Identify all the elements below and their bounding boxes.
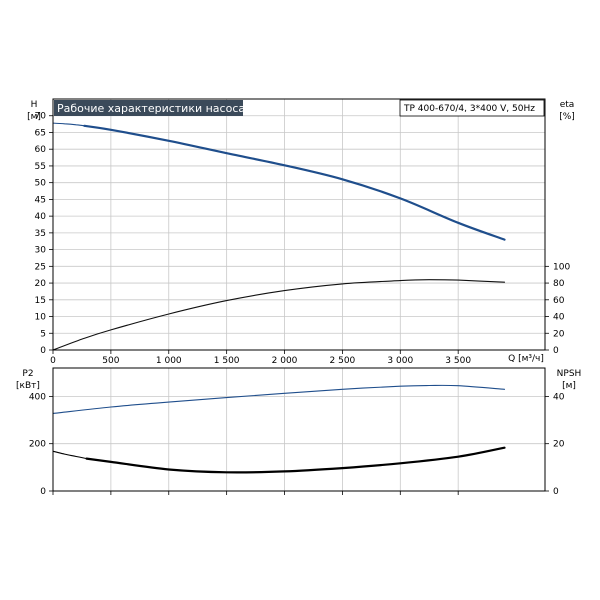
upper-left-tick-label: 60 bbox=[35, 145, 47, 155]
lower-left-tick-label: 400 bbox=[29, 392, 46, 402]
lower-series-1-thick-line bbox=[85, 446, 506, 474]
upper-left-tick-label: 45 bbox=[35, 195, 46, 205]
power-axis-label: P2 bbox=[22, 369, 33, 379]
head-axis-unit: [м] bbox=[27, 112, 41, 122]
upper-plot-frame bbox=[52, 98, 546, 351]
upper-left-tick-label: 65 bbox=[35, 128, 46, 138]
upper-left-tick-label: 25 bbox=[35, 262, 46, 272]
upper-left-tick-label: 10 bbox=[35, 313, 47, 323]
upper-plot-series bbox=[52, 122, 506, 351]
upper-left-tick-label: 55 bbox=[35, 162, 46, 172]
upper-right-tick-label: 20 bbox=[553, 329, 565, 339]
upper-right-tick-label: 100 bbox=[553, 262, 570, 272]
flow-axis-label: Q [м³/ч] bbox=[508, 354, 544, 364]
lower-left-tick-label: 200 bbox=[29, 440, 46, 450]
flow-x-tick-label: 1 000 bbox=[156, 356, 182, 366]
head-axis-label: H bbox=[31, 100, 38, 110]
upper-left-tick-label: 15 bbox=[35, 296, 46, 306]
pump-info-box bbox=[399, 99, 545, 117]
upper-plot-ticks: 0 5 10 15 20 25 30 35 40 45 50 55 60 65 70 0 20 40 60 80 100… bbox=[35, 112, 571, 366]
flow-x-tick-label: 3 500 bbox=[445, 356, 471, 366]
chart-title: Рабочие характеристики насоса bbox=[57, 102, 245, 115]
lower-plot-ticks: 0 200 400 0 20 40 bbox=[29, 392, 565, 497]
flow-x-tick-label: 0 bbox=[50, 356, 56, 366]
pump-info-text: TP 400-670/4, 3*400 V, 50Hz bbox=[403, 104, 535, 114]
upper-left-tick-label: 50 bbox=[35, 179, 47, 189]
flow-x-tick-label: 1 500 bbox=[214, 356, 240, 366]
chart-title-box bbox=[54, 100, 243, 116]
upper-right-tick-label: 40 bbox=[553, 313, 565, 323]
power-axis-unit: [кВт] bbox=[16, 381, 40, 391]
upper-left-tick-label: 30 bbox=[35, 246, 47, 256]
lower-plot-frame bbox=[52, 367, 546, 492]
upper-left-tick-label: 40 bbox=[35, 212, 47, 222]
upper-left-tick-label: 5 bbox=[40, 329, 46, 339]
upper-right-tick-label: 80 bbox=[553, 279, 565, 289]
lower-series-1-thin-line bbox=[52, 450, 88, 460]
upper-series-1-thin-line bbox=[52, 279, 506, 351]
upper-right-tick-label: 0 bbox=[553, 346, 559, 356]
upper-plot-grid bbox=[53, 99, 545, 350]
lower-plot-grid bbox=[53, 368, 545, 491]
lower-right-tick-label: 20 bbox=[553, 440, 565, 450]
upper-series-0-thick-line bbox=[83, 124, 506, 241]
npsh-axis-unit: [м] bbox=[562, 381, 576, 391]
upper-left-tick-label: 20 bbox=[35, 279, 47, 289]
upper-left-tick-label: 35 bbox=[35, 229, 46, 239]
upper-left-tick-label: 70 bbox=[35, 112, 47, 122]
eta-axis-label: eta bbox=[560, 100, 575, 110]
upper-series-0-thin-line bbox=[52, 122, 85, 127]
upper-right-tick-label: 60 bbox=[553, 296, 565, 306]
flow-x-tick-label: 2 000 bbox=[272, 356, 298, 366]
eta-axis-unit: [%] bbox=[559, 112, 575, 122]
lower-right-tick-label: 40 bbox=[553, 392, 565, 402]
lower-right-tick-label: 0 bbox=[553, 487, 559, 497]
flow-x-tick-label: 2 500 bbox=[330, 356, 356, 366]
flow-x-tick-label: 3 000 bbox=[387, 356, 413, 366]
lower-series-0-thin-line bbox=[52, 384, 506, 414]
flow-x-tick-label: 500 bbox=[102, 356, 119, 366]
lower-plot-series bbox=[52, 384, 506, 474]
npsh-axis-label: NPSH bbox=[557, 369, 582, 379]
upper-left-tick-label: 0 bbox=[40, 346, 46, 356]
lower-left-tick-label: 0 bbox=[40, 487, 46, 497]
